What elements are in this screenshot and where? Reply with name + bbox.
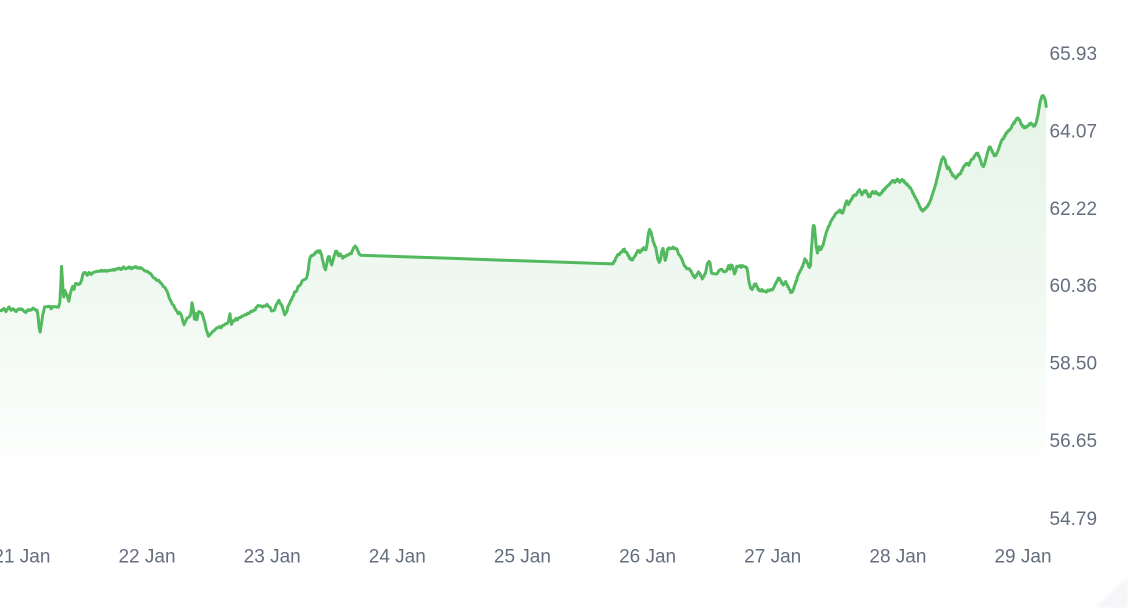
svg-text:29 Jan: 29 Jan bbox=[994, 547, 1051, 568]
svg-text:56.65: 56.65 bbox=[1050, 431, 1098, 452]
svg-text:54.79: 54.79 bbox=[1050, 509, 1098, 530]
svg-text:28 Jan: 28 Jan bbox=[869, 547, 926, 568]
svg-text:24 Jan: 24 Jan bbox=[369, 547, 426, 568]
svg-text:25 Jan: 25 Jan bbox=[494, 547, 551, 568]
svg-text:62.22: 62.22 bbox=[1050, 199, 1098, 220]
svg-text:23 Jan: 23 Jan bbox=[244, 547, 301, 568]
svg-text:60.36: 60.36 bbox=[1050, 276, 1098, 297]
svg-text:21 Jan: 21 Jan bbox=[0, 547, 50, 568]
svg-text:27 Jan: 27 Jan bbox=[744, 547, 801, 568]
svg-text:26 Jan: 26 Jan bbox=[619, 547, 676, 568]
svg-text:22 Jan: 22 Jan bbox=[118, 547, 175, 568]
svg-text:58.50: 58.50 bbox=[1050, 354, 1098, 375]
svg-text:64.07: 64.07 bbox=[1050, 121, 1098, 142]
svg-text:65.93: 65.93 bbox=[1050, 44, 1098, 65]
